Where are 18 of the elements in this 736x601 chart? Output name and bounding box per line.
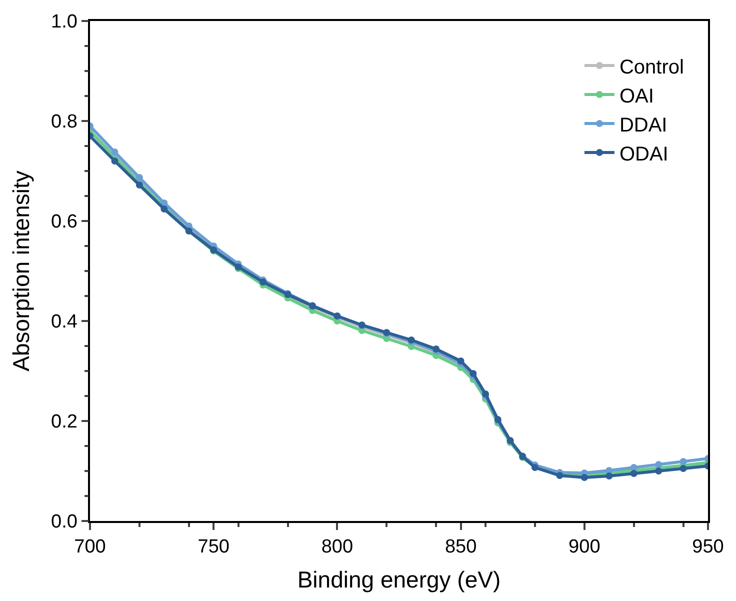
y-tick-label: 0.0 xyxy=(51,512,78,533)
y-tick-label: 0.4 xyxy=(51,312,78,333)
x-tick-label: 950 xyxy=(692,536,724,558)
legend-label: Control xyxy=(619,56,684,78)
x-tick-label: 850 xyxy=(444,536,477,558)
x-tick-label: 700 xyxy=(74,536,106,558)
x-tick-label: 750 xyxy=(198,536,230,558)
y-tick-label: 0.2 xyxy=(51,412,78,433)
x-tick-label: 900 xyxy=(568,536,600,558)
x-axis-title: Binding energy (eV) xyxy=(297,566,501,593)
legend-label: DDAI xyxy=(619,114,668,136)
legend-label: OAI xyxy=(619,85,654,108)
y-axis-title: Absorption intensity xyxy=(8,170,34,372)
legend-label: ODAI xyxy=(619,143,668,166)
y-tick-label: 1.0 xyxy=(51,12,78,33)
x-tick-label: 800 xyxy=(321,536,354,558)
y-tick-label: 0.8 xyxy=(51,112,78,133)
y-tick-label: 0.6 xyxy=(51,212,78,233)
